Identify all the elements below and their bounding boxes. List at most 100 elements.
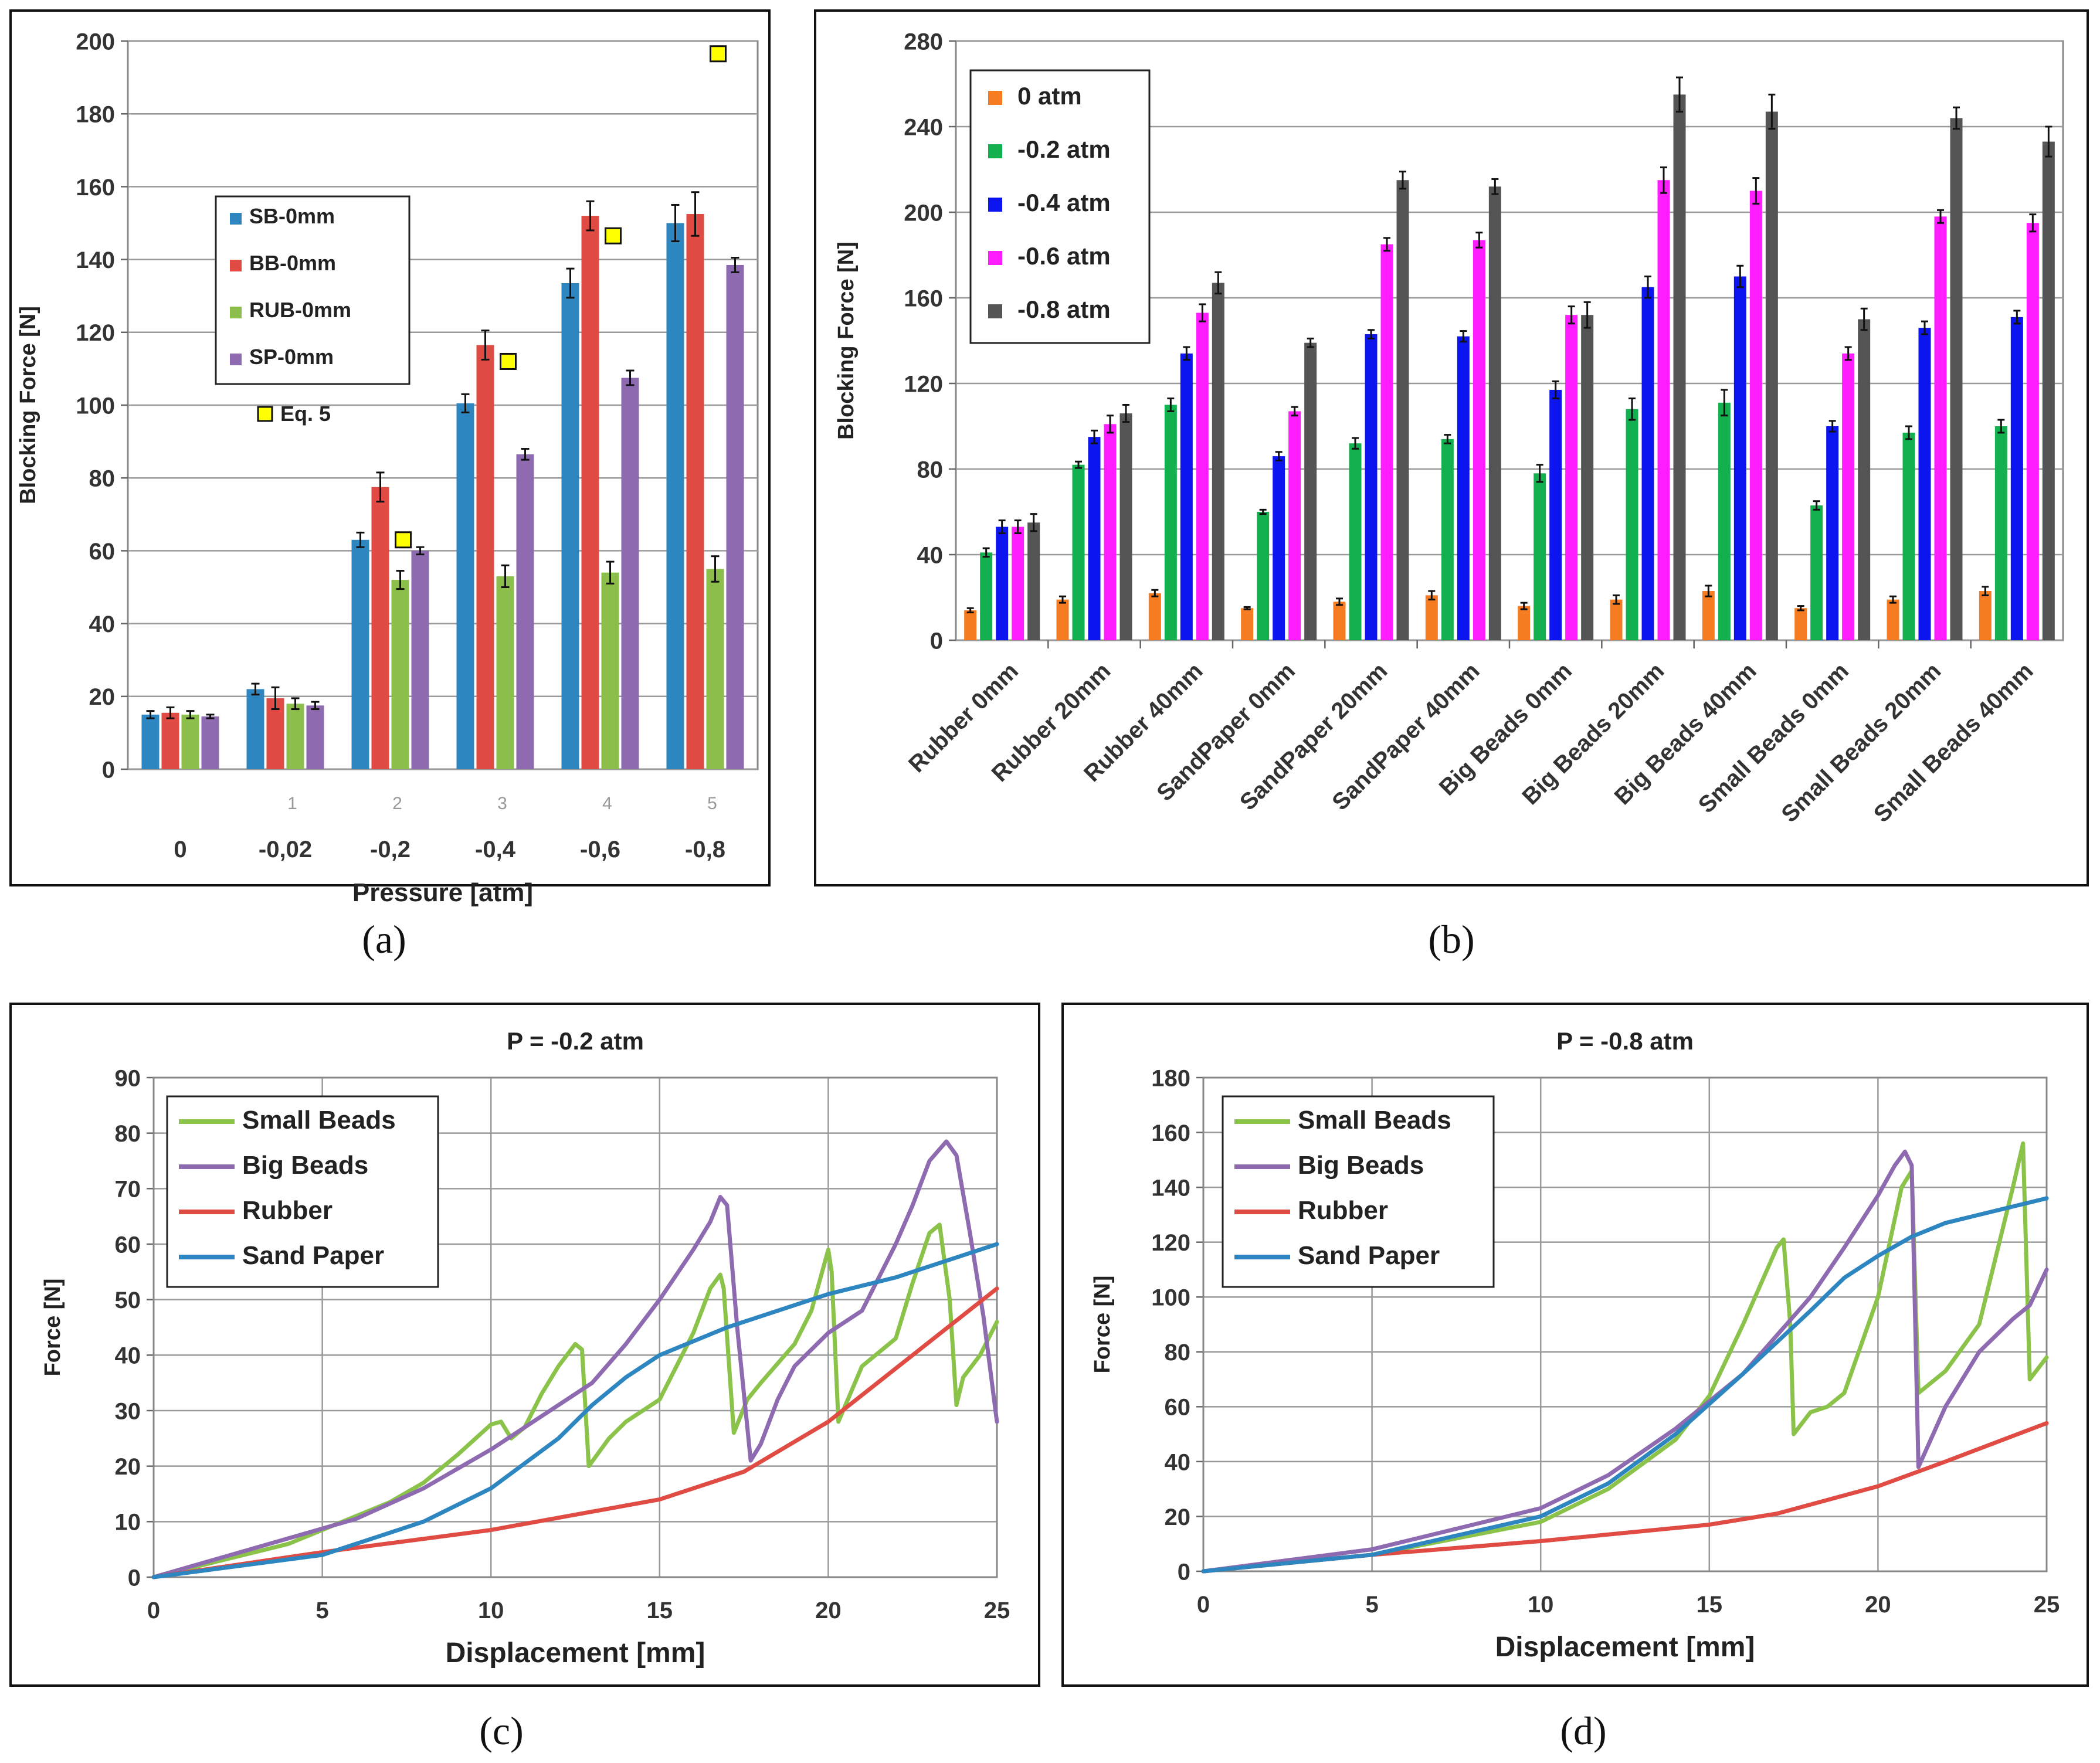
bar-bb-0mm [686,213,704,770]
bar-0-atm [1425,595,1438,640]
x-tick-label: 15 [647,1598,673,1623]
bar-0-atm [1518,606,1531,640]
legend-label: SB-0mm [249,204,335,228]
eq5-marker [395,531,412,549]
bar--0-6-atm [1657,180,1670,640]
y-tick-label: 40 [115,1343,141,1369]
series-line-rubber [1201,1421,2049,1574]
bar--0-8-atm [1950,118,1963,640]
bar-bb-0mm [581,216,599,770]
bar--0-8-atm [1488,186,1501,640]
x-tick-label: 20 [815,1598,842,1623]
eq5-marker [605,227,622,244]
y-tick-label: 0 [1178,1559,1190,1585]
y-tick-label: 200 [76,29,115,55]
bar--0-4-atm [996,526,1009,640]
bar--0-4-atm [1180,353,1193,640]
bar--0-6-atm [1012,526,1024,640]
bar-sp-0mm [201,716,219,769]
panel-a-caption: (a) [362,917,406,962]
y-tick-label: 20 [115,1454,141,1480]
y-axis-label: Force [N] [40,1279,65,1377]
chart-title: P = -0.8 atm [1556,1027,1694,1055]
y-tick-label: 200 [904,200,943,226]
y-axis-label: Force [N] [1090,1276,1115,1374]
bar--0-4-atm [1918,328,1931,640]
panel-d-caption: (d) [1560,1708,1606,1753]
x-tick-label: 10 [1528,1592,1554,1618]
bar-0-atm [1333,602,1346,640]
panel-b-frame [814,9,2089,886]
bar--0-4-atm [1733,276,1746,640]
bar--0-2-atm [980,552,993,640]
bar-0-atm [1887,599,1899,640]
bar-0-atm [1702,591,1715,640]
bar--0-8-atm [1581,315,1594,640]
legend-label: 0 atm [1017,82,1082,110]
bar-sb-0mm [561,283,579,770]
bar-sp-0mm [516,454,534,769]
bar--0-4-atm [1273,456,1285,640]
legend-swatch [230,307,242,318]
bar-rub-0mm [286,704,304,769]
panel-b-caption: (b) [1428,917,1474,962]
y-tick-label: 140 [1151,1176,1190,1201]
legend-label: RUB-0mm [249,298,351,322]
x-tick-label: 10 [478,1598,504,1623]
y-tick-label: 160 [1151,1120,1190,1146]
y-tick-label: 20 [1165,1504,1191,1530]
bar--0-2-atm [1718,402,1731,640]
y-tick-label: 0 [128,1565,141,1591]
y-tick-label: 140 [76,247,115,273]
bar--0-2-atm [1810,505,1823,640]
x-tick-label: 0 [1197,1592,1210,1618]
plot-border [152,1076,998,1578]
panel-c-caption: (c) [479,1708,523,1753]
bar--0-8-atm [2042,141,2055,641]
y-tick-label: 60 [1165,1395,1191,1421]
y-tick-label: 0 [102,757,115,783]
legend-box [215,195,410,385]
x-ghost-tick: 1 [287,794,297,813]
legend-label: Big Beads [242,1151,368,1180]
legend-label: Eq. 5 [280,402,331,426]
bar--0-2-atm [1164,405,1177,640]
y-tick-label: 60 [115,1232,141,1258]
bar-sb-0mm [246,689,264,769]
bar--0-4-atm [1457,336,1470,640]
bar-bb-0mm [371,487,389,769]
legend-label: Sand Paper [1298,1241,1440,1270]
bar--0-2-atm [1534,473,1546,640]
x-tick-label: -0,2 [370,837,410,862]
bar-rub-0mm [391,580,409,769]
bar-0-atm [1610,599,1623,640]
y-tick-label: 80 [1165,1340,1191,1365]
bar-0-atm [1148,593,1161,640]
bar-rub-0mm [706,569,724,769]
bar--0-8-atm [1765,111,1778,640]
y-tick-label: 120 [76,320,115,346]
bar-sb-0mm [456,403,474,769]
x-tick-label: 5 [1365,1592,1378,1618]
bar--0-2-atm [1257,512,1270,640]
y-tick-label: 80 [115,1121,141,1147]
bar-rub-0mm [496,576,514,769]
legend-d: Small Beads Big Beads Rubber Sand Paper [1222,1095,1495,1288]
legend-label: Small Beads [242,1106,396,1134]
legend-label: Big Beads [1298,1151,1424,1180]
legend-label: Small Beads [1298,1106,1451,1134]
legend-label: -0.6 atm [1017,242,1111,270]
y-tick-label: 160 [76,175,115,201]
bar--0-2-atm [1072,464,1085,640]
plot-border [1202,1076,2048,1572]
y-tick-label: 90 [115,1065,141,1091]
y-tick-label: 60 [89,539,116,565]
bar--0-4-atm [1549,389,1562,640]
bar-rub-0mm [601,572,619,769]
bar--0-6-atm [1565,315,1578,640]
legend-eq5-swatch [257,406,273,422]
legend-label: -0.2 atm [1017,135,1111,163]
y-axis-label: Blocking Force [N] [834,242,859,440]
